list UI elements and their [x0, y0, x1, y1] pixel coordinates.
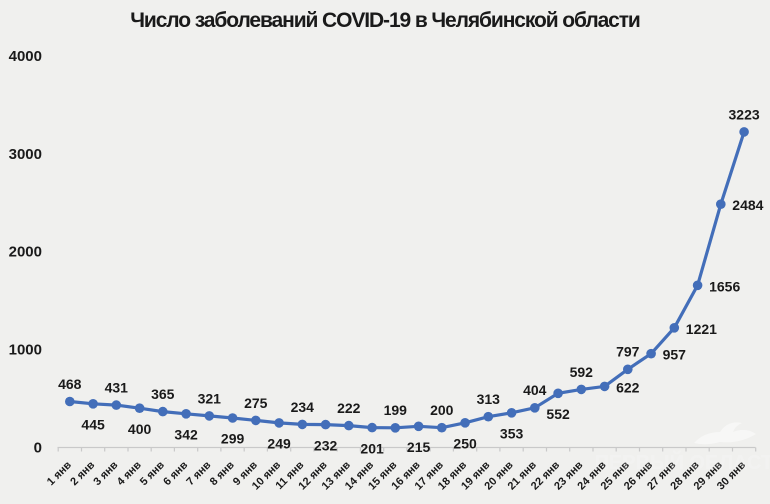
svg-text:2 янв: 2 янв	[68, 459, 97, 488]
svg-text:6 янв: 6 янв	[161, 459, 190, 488]
svg-text:431: 431	[105, 380, 129, 396]
svg-text:1656: 1656	[709, 278, 740, 294]
svg-text:365: 365	[151, 386, 175, 402]
svg-text:200: 200	[430, 402, 454, 418]
svg-text:5 янв: 5 янв	[138, 459, 167, 488]
svg-text:275: 275	[244, 395, 268, 411]
svg-text:299: 299	[221, 431, 245, 447]
svg-text:7 янв: 7 янв	[184, 459, 213, 488]
svg-text:353: 353	[500, 426, 524, 442]
svg-text:215: 215	[407, 439, 431, 455]
svg-text:ПЕРВЫЙ ОБЛАСТНОЙ: ПЕРВЫЙ ОБЛАСТНОЙ	[595, 450, 770, 474]
svg-text:592: 592	[570, 364, 594, 380]
svg-text:3223: 3223	[729, 106, 760, 122]
svg-text:2484: 2484	[732, 197, 763, 213]
svg-text:232: 232	[314, 437, 338, 453]
svg-text:0: 0	[34, 439, 42, 456]
svg-text:3 янв: 3 янв	[91, 459, 120, 488]
svg-text:1 янв: 1 янв	[45, 459, 74, 488]
svg-text:404: 404	[523, 382, 547, 398]
svg-text:321: 321	[198, 390, 222, 406]
svg-text:797: 797	[616, 344, 640, 360]
svg-text:4 янв: 4 янв	[115, 459, 144, 488]
svg-text:3000: 3000	[9, 146, 42, 163]
svg-text:957: 957	[663, 347, 687, 363]
svg-text:8 янв: 8 янв	[208, 459, 237, 488]
svg-text:250: 250	[453, 436, 477, 452]
svg-text:1221: 1221	[686, 321, 717, 337]
svg-text:249: 249	[267, 436, 291, 452]
svg-text:400: 400	[128, 421, 152, 437]
svg-text:199: 199	[384, 402, 408, 418]
svg-text:1000: 1000	[9, 341, 42, 358]
svg-text:201: 201	[360, 440, 384, 456]
svg-text:4000: 4000	[9, 48, 42, 65]
svg-text:234: 234	[291, 399, 315, 415]
svg-text:2000: 2000	[9, 244, 42, 261]
svg-text:622: 622	[616, 379, 640, 395]
svg-text:552: 552	[546, 406, 570, 422]
svg-text:342: 342	[174, 427, 198, 443]
svg-text:222: 222	[337, 400, 361, 416]
svg-text:445: 445	[81, 417, 105, 433]
svg-text:313: 313	[477, 391, 501, 407]
svg-text:468: 468	[58, 376, 82, 392]
